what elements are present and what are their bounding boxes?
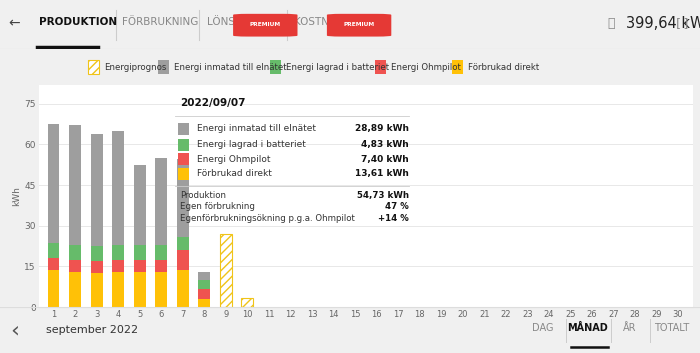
- Text: Energi lagrad i batteriet: Energi lagrad i batteriet: [286, 62, 389, 72]
- Bar: [88, 60, 99, 74]
- Bar: [91, 273, 103, 307]
- Text: FÖRBRUKNING: FÖRBRUKNING: [122, 17, 199, 27]
- Y-axis label: kWh: kWh: [13, 186, 22, 206]
- Bar: [220, 234, 232, 307]
- Bar: [198, 272, 210, 280]
- Bar: [177, 237, 189, 250]
- Bar: [134, 272, 146, 307]
- Bar: [91, 133, 103, 246]
- Bar: [178, 168, 189, 180]
- Bar: [178, 153, 189, 165]
- Text: ‹: ‹: [10, 320, 19, 340]
- Bar: [178, 139, 189, 151]
- Bar: [112, 260, 124, 272]
- Bar: [134, 245, 146, 260]
- Text: 28,89 kWh: 28,89 kWh: [355, 124, 409, 133]
- Text: MÅNAD: MÅNAD: [568, 323, 608, 333]
- Bar: [69, 272, 81, 307]
- Bar: [241, 298, 253, 307]
- Bar: [158, 60, 169, 74]
- Bar: [112, 131, 124, 245]
- Text: Energi inmatad till elnätet: Energi inmatad till elnätet: [197, 124, 316, 133]
- Text: Egenförbrukningsökning p.g.a. Ohmpilot: Egenförbrukningsökning p.g.a. Ohmpilot: [181, 214, 356, 223]
- Bar: [374, 60, 386, 74]
- Text: Energi lagrad i batteriet: Energi lagrad i batteriet: [197, 140, 305, 149]
- Bar: [177, 250, 189, 270]
- Bar: [198, 289, 210, 299]
- Text: 399,64 kWh: 399,64 kWh: [626, 16, 700, 31]
- Text: 4,83 kWh: 4,83 kWh: [361, 140, 409, 149]
- FancyBboxPatch shape: [327, 14, 391, 37]
- Bar: [177, 270, 189, 307]
- Bar: [112, 272, 124, 307]
- Bar: [155, 260, 167, 272]
- Bar: [48, 124, 60, 243]
- Text: 47 %: 47 %: [385, 203, 409, 211]
- Bar: [48, 258, 60, 270]
- Bar: [112, 245, 124, 260]
- Text: Energi Ohmpilot: Energi Ohmpilot: [197, 155, 270, 164]
- Text: Förbrukad direkt: Förbrukad direkt: [197, 169, 272, 178]
- Text: TOTALT: TOTALT: [654, 323, 690, 333]
- Text: +14 %: +14 %: [378, 214, 409, 223]
- Text: ⓘ: ⓘ: [608, 17, 615, 30]
- Text: ←: ←: [8, 17, 20, 31]
- Bar: [177, 159, 189, 237]
- Bar: [48, 243, 60, 258]
- Bar: [88, 60, 99, 74]
- Bar: [69, 245, 81, 260]
- Text: september 2022: september 2022: [46, 325, 138, 335]
- Bar: [178, 123, 189, 135]
- Text: Energiprognos: Energiprognos: [104, 62, 167, 72]
- Bar: [134, 260, 146, 272]
- Bar: [69, 125, 81, 245]
- Text: LÖNSAMHET: LÖNSAMHET: [206, 17, 272, 27]
- Bar: [48, 270, 60, 307]
- Text: [ ]: [ ]: [676, 17, 688, 30]
- Bar: [198, 299, 210, 307]
- Text: PRODUKTION: PRODUKTION: [38, 17, 117, 27]
- Text: Energi inmatad till elnätet: Energi inmatad till elnätet: [174, 62, 287, 72]
- Text: PREMIUM: PREMIUM: [344, 22, 374, 27]
- Bar: [452, 60, 463, 74]
- Text: ÅR: ÅR: [623, 323, 637, 333]
- Bar: [69, 260, 81, 272]
- Text: 7,40 kWh: 7,40 kWh: [361, 155, 409, 164]
- Bar: [155, 272, 167, 307]
- Bar: [270, 60, 281, 74]
- Text: Förbrukad direkt: Förbrukad direkt: [468, 62, 540, 72]
- Text: DAG: DAG: [532, 323, 553, 333]
- Text: Energi Ohmpilot: Energi Ohmpilot: [391, 62, 461, 72]
- Text: 54,73 kWh: 54,73 kWh: [357, 191, 409, 199]
- Text: PREMIUM: PREMIUM: [250, 22, 281, 27]
- Bar: [134, 165, 146, 245]
- Text: 2022/09/07: 2022/09/07: [181, 98, 246, 108]
- Text: KOSTNADER: KOSTNADER: [294, 17, 358, 27]
- Text: 13,61 kWh: 13,61 kWh: [355, 169, 409, 178]
- Text: Produktion: Produktion: [181, 191, 226, 199]
- Bar: [155, 245, 167, 260]
- Bar: [155, 158, 167, 245]
- Bar: [91, 246, 103, 261]
- Bar: [91, 261, 103, 273]
- Bar: [198, 280, 210, 289]
- Text: Egen förbrukning: Egen förbrukning: [181, 203, 256, 211]
- FancyBboxPatch shape: [233, 14, 298, 37]
